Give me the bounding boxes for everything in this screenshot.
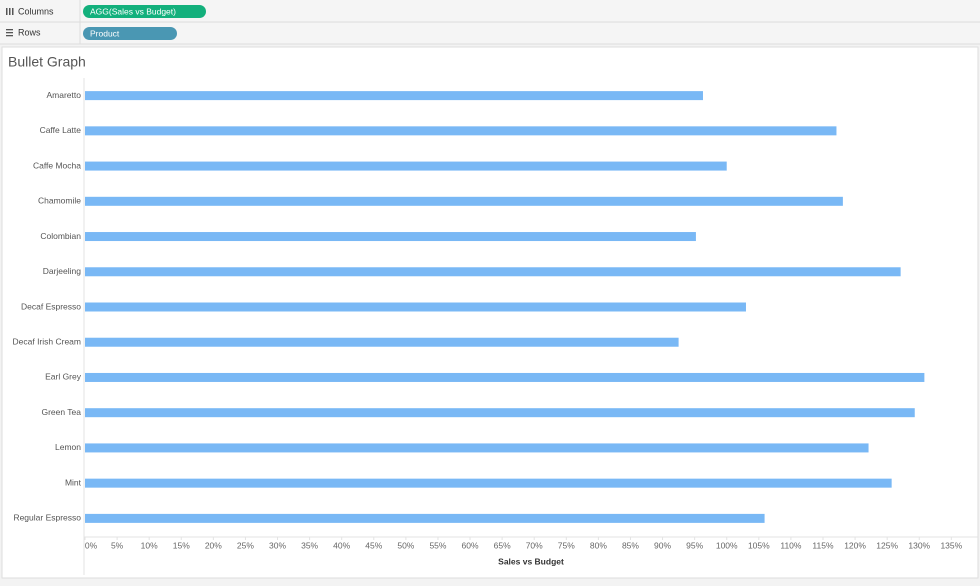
rows-icon [6,29,13,37]
y-tick-label: Earl Grey [45,372,82,382]
columns-shelf [0,0,980,22]
shelf-label: Rows [18,27,41,37]
x-tick-label: 55% [429,540,446,550]
y-tick-label: Colombian [40,231,81,241]
y-tick-label: Caffe Mocha [33,160,81,170]
x-tick-label: 80% [590,540,607,550]
y-tick-label: Regular Espresso [13,513,81,523]
x-tick-label: 0% [85,540,98,550]
rows-pill[interactable] [83,27,177,40]
x-tick-label: 95% [686,540,703,550]
y-tick-label: Mint [65,477,82,487]
x-tick-label: 40% [333,540,350,550]
x-tick-label: 100% [716,540,738,550]
x-tick-label: 50% [397,540,414,550]
x-tick-label: 115% [812,540,834,550]
y-tick-label: Chamomile [38,196,81,206]
x-tick-label: 70% [526,540,543,550]
bar [85,196,843,206]
pill-label[interactable]: AGG(Sales vs Budget) [90,6,176,16]
x-tick-label: 45% [365,540,382,550]
x-tick-label: 85% [622,540,639,550]
bar [85,126,837,136]
bar [85,302,746,312]
y-tick-label: Decaf Espresso [21,301,81,311]
chart-title: Bullet Graph [8,54,86,70]
bar [85,232,696,242]
bar [85,161,727,171]
columns-icon [6,8,14,15]
x-tick-label: 125% [876,540,898,550]
bar [85,91,703,101]
pill-label[interactable]: Product [90,28,120,38]
x-tick-label: 130% [908,540,930,550]
x-tick-label: 60% [462,540,479,550]
x-tick-label: 75% [558,540,575,550]
x-tick-label: 105% [748,540,770,550]
bar [85,478,892,488]
bar [85,513,765,523]
bar [85,408,915,418]
y-tick-label: Lemon [55,442,81,452]
x-tick-label: 110% [780,540,802,550]
x-tick-label: 10% [141,540,158,550]
shelf-label: Columns [18,6,54,16]
x-tick-label: 30% [269,540,286,550]
y-tick-label: Decaf Irish Cream [13,336,82,346]
y-tick-label: Darjeeling [43,266,82,276]
bar [85,337,679,347]
columns-pill[interactable] [83,5,206,18]
bar [85,267,901,277]
y-tick-label: Green Tea [41,407,81,417]
x-tick-label: 135% [940,540,962,550]
x-tick-label: 5% [111,540,124,550]
chart-panel [1,46,979,579]
x-tick-label: 120% [844,540,866,550]
axis-title: Sales vs Budget [498,556,564,566]
x-tick-label: 15% [173,540,190,550]
bar [85,372,925,382]
y-tick-label: Caffe Latte [40,125,82,135]
y-tick-label: Amaretto [47,90,82,100]
x-tick-label: 25% [237,540,254,550]
x-tick-label: 35% [301,540,318,550]
bar [85,443,869,453]
rows-shelf [0,23,980,44]
x-tick-label: 90% [654,540,671,550]
x-tick-label: 20% [205,540,222,550]
x-tick-label: 65% [494,540,511,550]
